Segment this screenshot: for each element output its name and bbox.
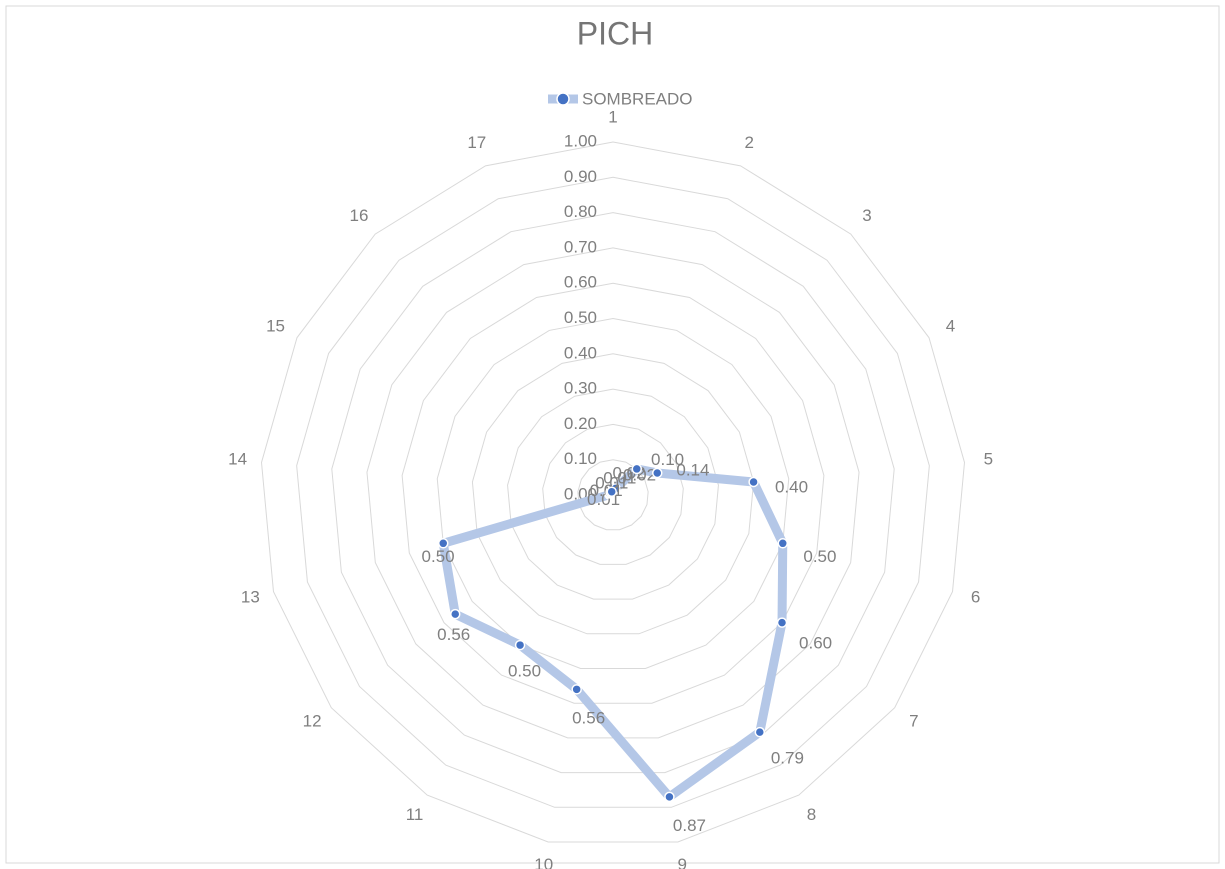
data-point bbox=[437, 538, 449, 549]
y-tick-label: 0.70 bbox=[564, 237, 597, 256]
data-label: 0.01 bbox=[603, 469, 636, 488]
chart-title: PICH bbox=[577, 15, 653, 51]
grid-line bbox=[401, 282, 825, 704]
category-label: 11 bbox=[406, 805, 424, 824]
data-point bbox=[664, 791, 675, 803]
data-point bbox=[651, 467, 663, 479]
grid-line bbox=[436, 317, 790, 669]
data-label: 0.50 bbox=[422, 547, 455, 566]
data-label: 0.40 bbox=[775, 477, 808, 496]
category-label: 2 bbox=[744, 133, 753, 152]
category-label: 17 bbox=[467, 133, 486, 152]
category-label: 1 bbox=[608, 107, 617, 126]
y-tick-label: 0.90 bbox=[564, 167, 597, 186]
data-label: 0.56 bbox=[572, 708, 605, 727]
category-label: 5 bbox=[984, 450, 993, 469]
y-tick-label: 0.10 bbox=[564, 449, 597, 468]
data-label: 0.60 bbox=[799, 633, 832, 652]
data-point bbox=[514, 639, 526, 651]
category-label: 9 bbox=[678, 855, 687, 869]
data-label: 0.50 bbox=[508, 661, 541, 680]
grid-line bbox=[296, 176, 930, 808]
data-label: 0.10 bbox=[651, 450, 684, 469]
data-label: 0.56 bbox=[437, 625, 470, 644]
data-point bbox=[754, 726, 766, 738]
y-tick-label: 0.50 bbox=[564, 308, 597, 327]
category-label: 15 bbox=[266, 316, 285, 335]
y-tick-label: 1.00 bbox=[564, 131, 597, 150]
category-label: 4 bbox=[946, 316, 955, 335]
grid-line bbox=[577, 459, 649, 531]
data-point bbox=[631, 463, 643, 475]
data-point bbox=[449, 608, 461, 620]
category-label: 14 bbox=[228, 450, 247, 469]
category-label: 7 bbox=[909, 712, 918, 731]
y-tick-label: 0.20 bbox=[564, 414, 597, 433]
data-point bbox=[606, 486, 617, 497]
legend-label: SOMBREADO bbox=[582, 89, 693, 108]
data-point bbox=[777, 538, 789, 549]
category-label: 6 bbox=[971, 588, 980, 607]
y-tick-label: 0.60 bbox=[564, 273, 597, 292]
grid-line bbox=[260, 141, 966, 843]
grid-line bbox=[542, 423, 684, 565]
y-tick-label: 0.80 bbox=[564, 202, 597, 221]
data-label: 0.01 bbox=[595, 474, 628, 493]
data-label: 0.87 bbox=[673, 816, 706, 835]
data-label: 0.50 bbox=[803, 547, 836, 566]
y-tick-label: 0.40 bbox=[564, 343, 597, 362]
grid-line bbox=[331, 212, 895, 774]
category-label: 8 bbox=[807, 805, 816, 824]
data-label: 0.02 bbox=[623, 465, 656, 484]
data-label: 0.79 bbox=[771, 748, 804, 767]
grid-line bbox=[507, 388, 719, 600]
legend-marker bbox=[556, 92, 570, 106]
category-label: 3 bbox=[862, 206, 871, 225]
chart-area bbox=[5, 5, 1220, 864]
grid-line bbox=[471, 353, 755, 635]
data-label: 0.14 bbox=[676, 461, 709, 480]
data-point bbox=[776, 617, 788, 628]
category-label: 10 bbox=[534, 855, 553, 869]
data-point bbox=[748, 476, 759, 488]
data-point bbox=[571, 684, 582, 695]
y-tick-label: 0.30 bbox=[564, 379, 597, 398]
category-label: 13 bbox=[241, 588, 260, 607]
category-label: 16 bbox=[350, 206, 369, 225]
category-label: 12 bbox=[303, 712, 322, 731]
